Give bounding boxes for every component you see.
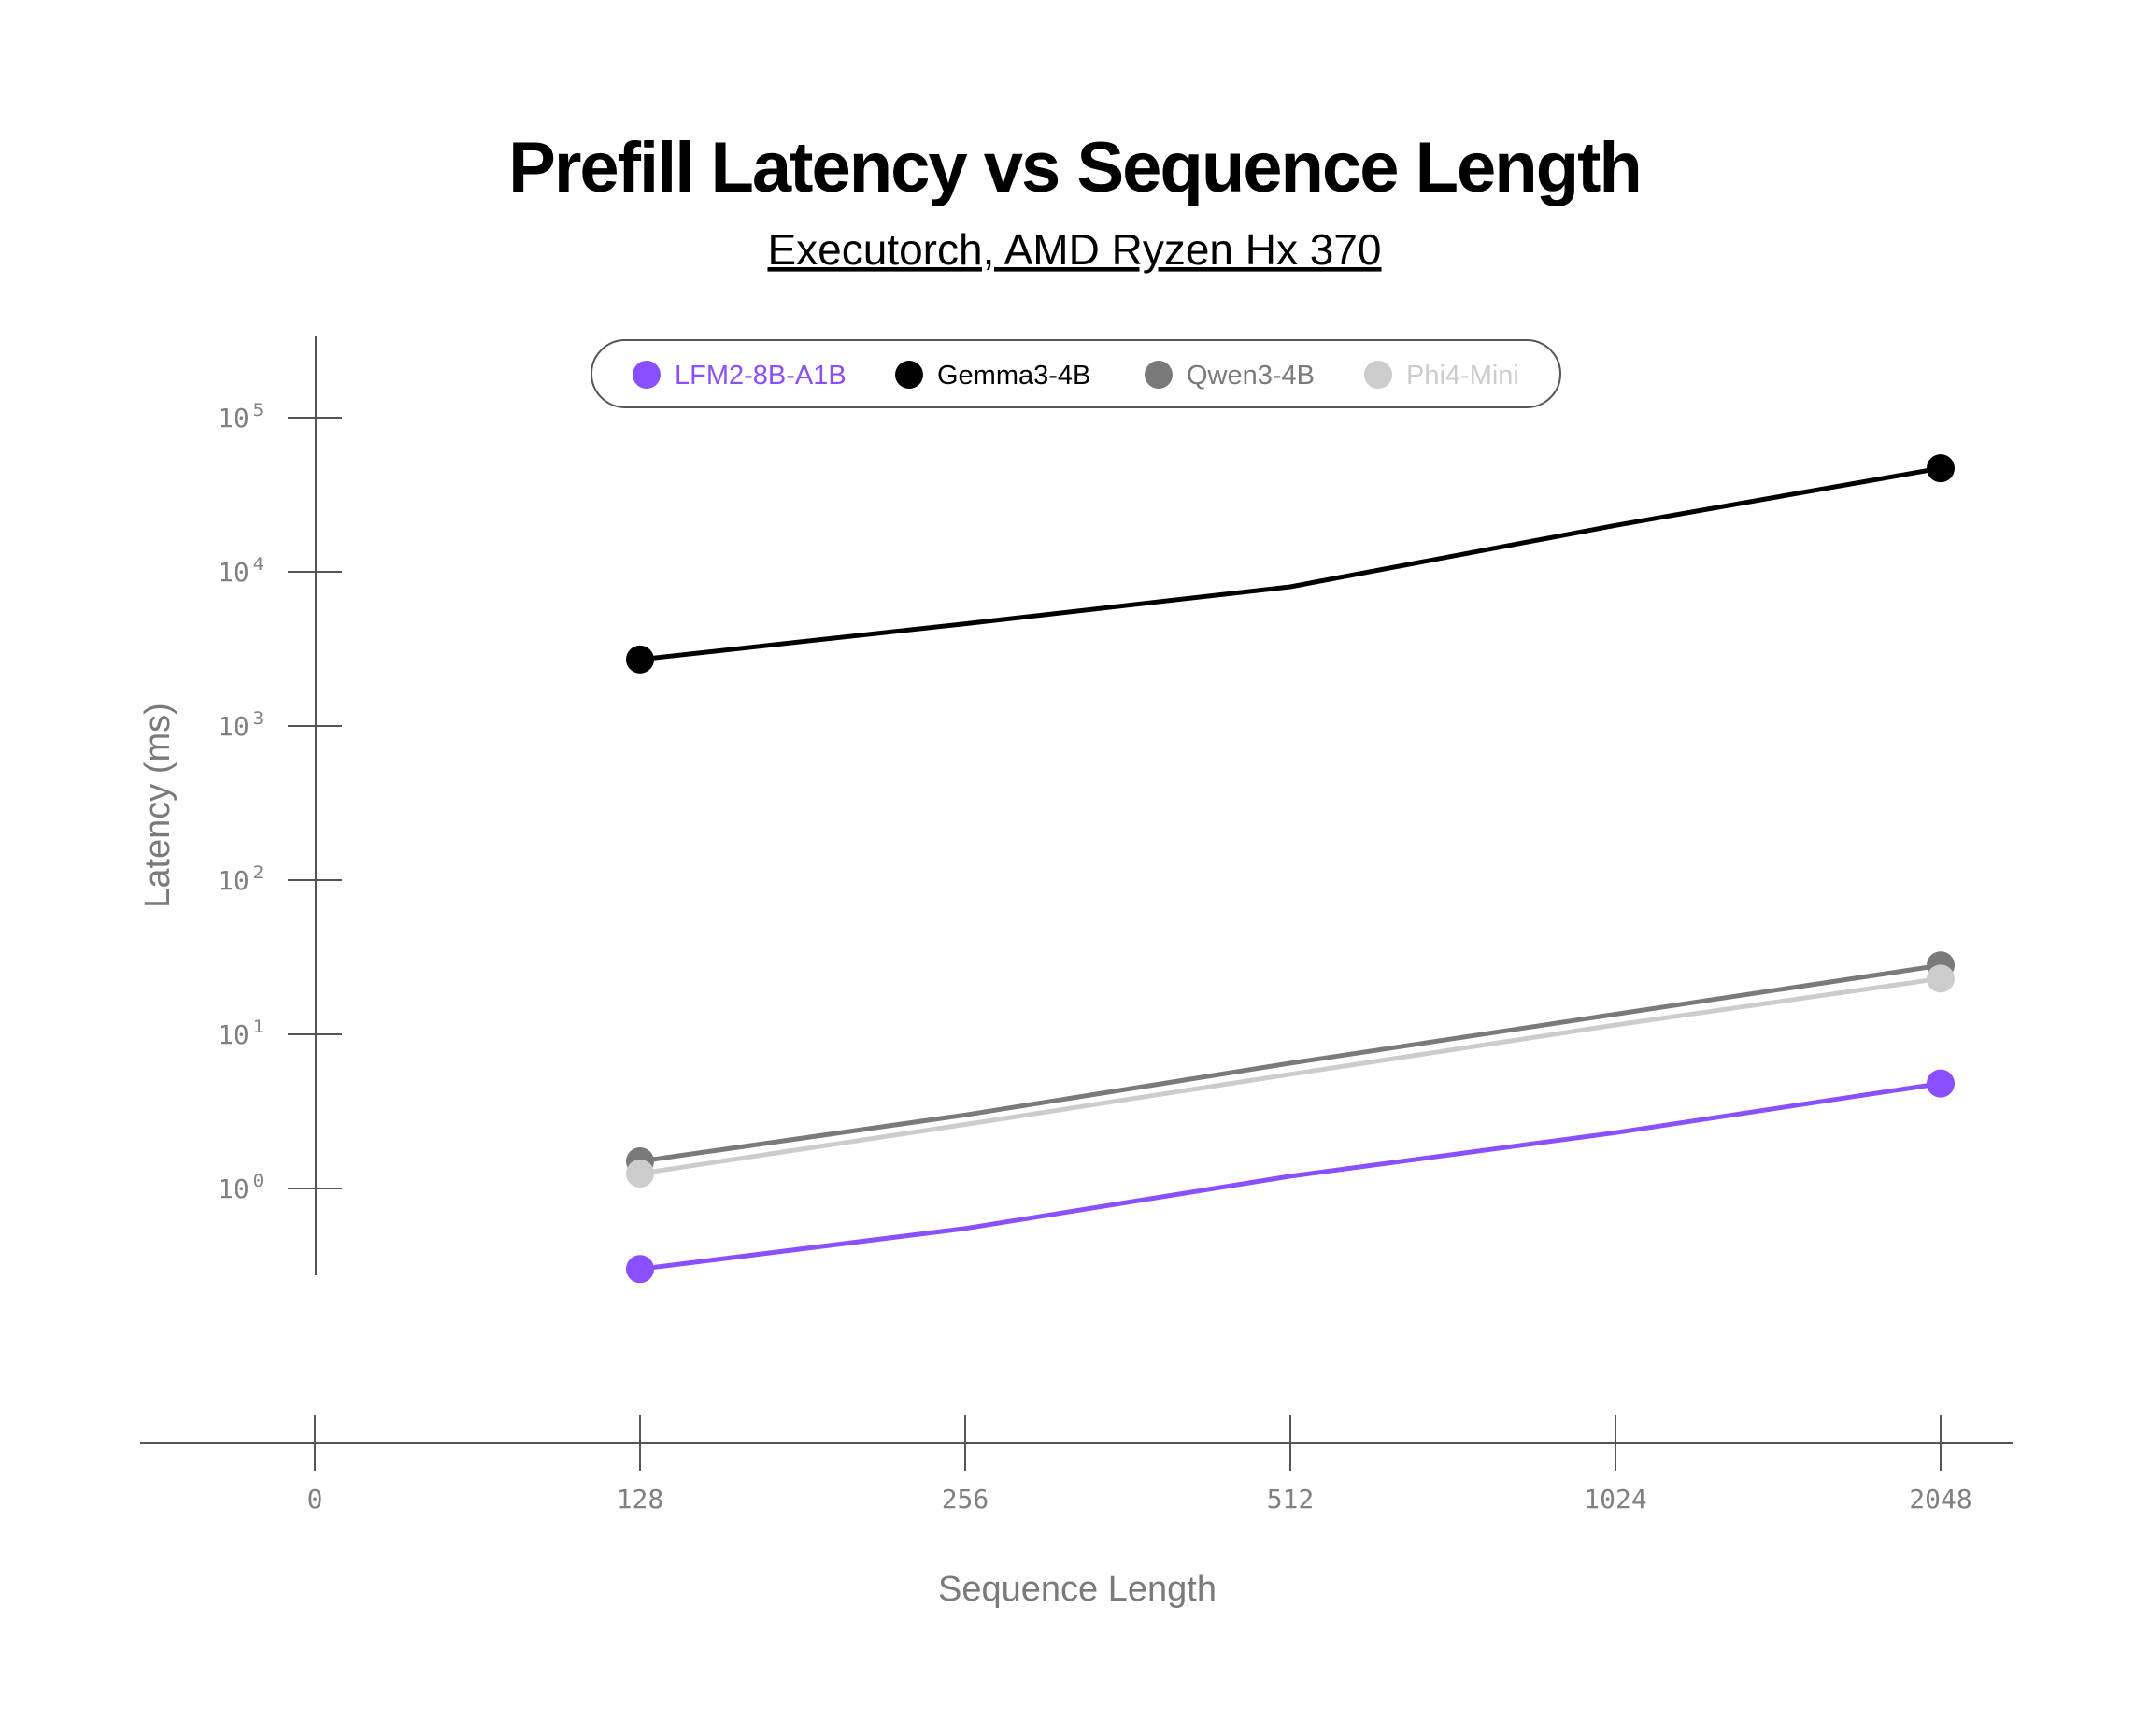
x-tick-label: 0 [307, 1484, 323, 1515]
x-tick-label: 2048 [1909, 1484, 1971, 1515]
data-point-gemma3-4b [626, 645, 654, 674]
data-point-phi4-mini [1927, 964, 1955, 993]
y-tick-label: 10 2 [218, 862, 263, 896]
legend-swatch [1364, 361, 1392, 389]
series-line-lfm2-8b-a1b [639, 1081, 1942, 1272]
chart-subtitle: Executorch, AMD Ryzen Hx 370 [767, 225, 1381, 274]
x-tick-label: 512 [1267, 1484, 1315, 1515]
series-line-qwen3-4b [639, 962, 1942, 1164]
series-layer [626, 454, 1955, 1284]
legend-label: LFM2-8B-A1B [675, 361, 847, 391]
x-tick-label: 128 [617, 1484, 664, 1515]
legend-box [591, 339, 1561, 408]
y-tick-label: 10 3 [218, 708, 263, 742]
y-tick-label: 10 4 [218, 554, 263, 588]
legend-label: Gemma3-4B [937, 361, 1090, 391]
y-axis-title: Latency (ms) [138, 703, 178, 908]
chart-title: Prefill Latency vs Sequence Length [508, 128, 1641, 207]
legend-label: Phi4-Mini [1406, 361, 1519, 391]
legend-swatch [633, 361, 661, 389]
data-point-gemma3-4b [1927, 454, 1955, 483]
data-point-lfm2-8b-a1b [1927, 1069, 1955, 1098]
legend-item-lfm2-8b-a1b: LFM2-8B-A1B [633, 361, 847, 391]
series-line-gemma3-4b [639, 465, 1942, 662]
data-point-lfm2-8b-a1b [626, 1255, 654, 1284]
x-axis-title: Sequence Length [938, 1570, 1217, 1609]
legend-item-qwen3-4b: Qwen3-4B [1145, 361, 1315, 391]
series-line-phi4-mini [639, 975, 1942, 1176]
legend-swatch [895, 361, 923, 389]
y-tick-label: 10 1 [218, 1017, 263, 1050]
y-tick-label: 10 0 [218, 1171, 263, 1204]
legend-item-phi4-mini: Phi4-Mini [1364, 361, 1519, 391]
x-tick-label: 1024 [1584, 1484, 1646, 1515]
legend-swatch [1145, 361, 1173, 389]
y-tick-label: 10 5 [218, 400, 263, 434]
legend-label: Qwen3-4B [1187, 361, 1315, 391]
legend: LFM2-8B-A1B Gemma3-4B Qwen3-4B Phi4-Mini [591, 339, 1561, 408]
x-tick-label: 256 [942, 1484, 989, 1515]
legend-item-gemma3-4b: Gemma3-4B [895, 361, 1090, 391]
data-point-phi4-mini [626, 1160, 654, 1188]
